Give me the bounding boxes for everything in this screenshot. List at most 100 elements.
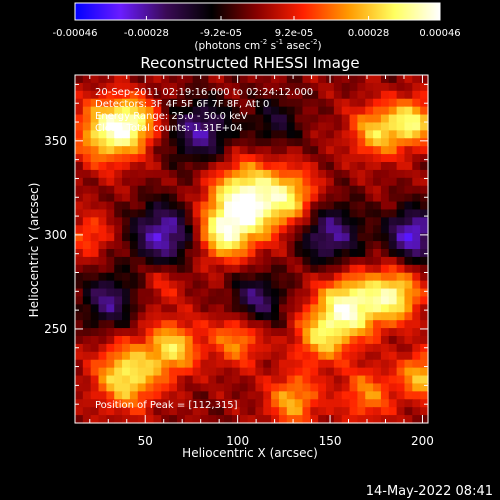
heatmap-cell	[153, 201, 162, 211]
heatmap-cell	[286, 106, 296, 116]
heatmap-cell	[82, 154, 92, 163]
heatmap-cell	[75, 217, 84, 226]
heatmap-cell	[90, 320, 100, 329]
heatmap-cell	[184, 249, 194, 258]
heatmap-cell	[380, 209, 390, 218]
chart-title: Reconstructed RHESSI Image	[140, 54, 359, 72]
heatmap-cell	[145, 359, 155, 369]
heatmap-cell	[388, 233, 398, 242]
heatmap-cell	[231, 138, 241, 147]
heatmap-cell	[98, 256, 107, 266]
heatmap-cell	[365, 367, 374, 377]
heatmap-cell	[341, 122, 351, 131]
heatmap-cell	[263, 106, 272, 116]
heatmap-cell	[184, 375, 194, 385]
heatmap-cell	[388, 209, 398, 218]
heatmap-cell	[98, 154, 107, 163]
heatmap-cell	[216, 249, 225, 258]
heatmap-cell	[169, 154, 178, 163]
heatmap-cell	[90, 312, 100, 321]
heatmap-cell	[114, 241, 123, 250]
heatmap-cell	[75, 169, 84, 179]
heatmap-cell	[357, 407, 366, 416]
heatmap-cell	[349, 399, 358, 408]
heatmap-cell	[122, 233, 131, 242]
heatmap-cell	[255, 249, 264, 258]
heatmap-cell	[192, 343, 202, 353]
heatmap-cell	[145, 328, 155, 337]
heatmap-cell	[224, 272, 233, 282]
heatmap-cell	[239, 256, 249, 266]
heatmap-cell	[224, 383, 233, 392]
heatmap-cell	[184, 209, 194, 218]
heatmap-cell	[373, 82, 382, 92]
heatmap-cell	[129, 359, 139, 369]
heatmap-cell	[145, 146, 155, 155]
heatmap-cell	[224, 399, 233, 408]
heatmap-cell	[90, 98, 100, 108]
heatmap-cell	[357, 154, 366, 163]
heatmap-cell	[271, 185, 280, 195]
heatmap-cell	[255, 407, 264, 416]
heatmap-cell	[192, 146, 202, 155]
heatmap-cell	[380, 296, 390, 305]
heatmap-cell	[349, 90, 358, 100]
heatmap-cell	[412, 336, 421, 345]
heatmap-cell	[161, 209, 170, 218]
heatmap-cell	[380, 336, 390, 345]
heatmap-cell	[310, 201, 319, 211]
heatmap-cell	[333, 98, 343, 108]
heatmap-cell	[90, 304, 100, 313]
heatmap-cell	[200, 233, 209, 242]
heatmap-cell	[247, 328, 257, 337]
heatmap-cell	[90, 256, 100, 266]
heatmap-cell	[169, 75, 178, 84]
heatmap-cell	[263, 288, 272, 298]
heatmap-cell	[216, 336, 225, 345]
annotation-line: Clean Total counts: 1.31E+04	[95, 123, 243, 134]
heatmap-cell	[106, 90, 115, 100]
heatmap-cell	[341, 383, 351, 392]
heatmap-cell	[106, 288, 115, 298]
heatmap-cell	[349, 336, 358, 345]
heatmap-cell	[278, 391, 288, 400]
heatmap-cell	[224, 415, 233, 424]
heatmap-cell	[137, 336, 147, 345]
heatmap-cell	[169, 256, 178, 266]
heatmap-cell	[231, 154, 241, 163]
heatmap-cell	[153, 296, 162, 305]
heatmap-cell	[145, 264, 155, 274]
heatmap-cell	[153, 114, 162, 124]
heatmap-cell	[224, 75, 233, 84]
heatmap-cell	[255, 98, 264, 108]
heatmap-cell	[200, 138, 209, 147]
heatmap-cell	[396, 185, 406, 195]
heatmap-cell	[396, 233, 406, 242]
heatmap-cell	[239, 169, 249, 179]
heatmap-cell	[310, 185, 319, 195]
heatmap-cell	[326, 146, 335, 155]
heatmap-cell	[388, 185, 398, 195]
heatmap-cell	[271, 82, 280, 92]
heatmap-cell	[373, 241, 382, 250]
heatmap-cell	[153, 336, 162, 345]
heatmap-cell	[333, 336, 343, 345]
heatmap-cell	[192, 90, 202, 100]
heatmap-cell	[161, 351, 170, 361]
heatmap-cell	[224, 407, 233, 416]
heatmap-cell	[263, 162, 272, 171]
heatmap-cell	[271, 415, 280, 424]
heatmap-cell	[75, 209, 84, 218]
heatmap-cell	[302, 383, 311, 392]
heatmap-cell	[176, 106, 186, 116]
heatmap-cell	[122, 90, 131, 100]
heatmap-cell	[98, 90, 107, 100]
heatmap-cell	[310, 106, 319, 116]
heatmap-cell	[129, 296, 139, 305]
heatmap-cell	[294, 233, 304, 242]
heatmap-cell	[82, 407, 92, 416]
heatmap-cell	[318, 375, 327, 385]
heatmap-cell	[326, 407, 335, 416]
heatmap-cell	[333, 233, 343, 242]
heatmap-cell	[357, 280, 366, 290]
